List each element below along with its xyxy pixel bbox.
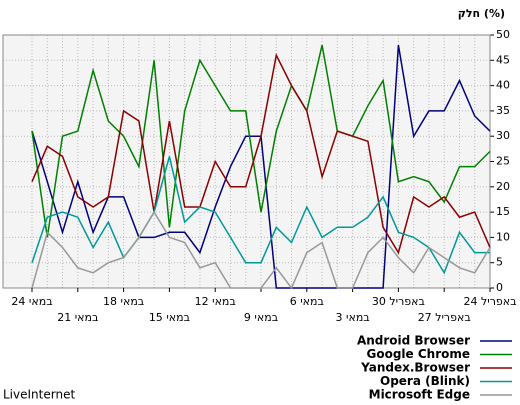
y-tick-label: 35 (496, 104, 510, 117)
y-tick-label: 20 (496, 180, 510, 193)
legend-label: Yandex.Browser (360, 361, 470, 375)
series-line (31, 52, 491, 255)
y-axis-label: חלק (%) (458, 7, 505, 20)
series-line (31, 44, 491, 238)
legend-label: Android Browser (357, 334, 470, 348)
y-tick-label: 15 (496, 205, 510, 218)
x-tick-label: 21 במאי (57, 311, 98, 324)
y-tick-label: 40 (496, 79, 510, 92)
x-tick-label: 3 במאי (336, 311, 370, 324)
series-line (31, 156, 490, 275)
legend-label: Google Chrome (366, 347, 470, 361)
legend-label: Opera (Blink) (380, 374, 470, 388)
x-tick-label: 30 באפריל (372, 295, 425, 308)
x-tick-label: 27 באפריל (418, 311, 471, 324)
y-tick-label: 45 (496, 53, 510, 66)
y-tick-label: 10 (496, 230, 510, 243)
y-tick-label: 30 (496, 129, 510, 142)
x-tick-label: 15 במאי (149, 311, 190, 324)
x-tick-label: 6 במאי (290, 295, 324, 308)
source-label: LiveInternet (3, 388, 75, 402)
x-tick-label: 18 במאי (103, 295, 144, 308)
x-tick-label: 24 באפריל (463, 295, 516, 308)
series-line (31, 210, 491, 290)
legend-label: Microsoft Edge (369, 388, 470, 402)
y-tick-label: 25 (496, 155, 510, 168)
y-tick-label: 50 (496, 28, 510, 41)
y-tick-label: 5 (496, 256, 503, 269)
y-tick-label: 0 (496, 281, 503, 294)
x-tick-label: 24 במאי (11, 295, 52, 308)
x-tick-label: 12 במאי (195, 295, 236, 308)
x-tick-label: 9 במאי (244, 311, 278, 324)
